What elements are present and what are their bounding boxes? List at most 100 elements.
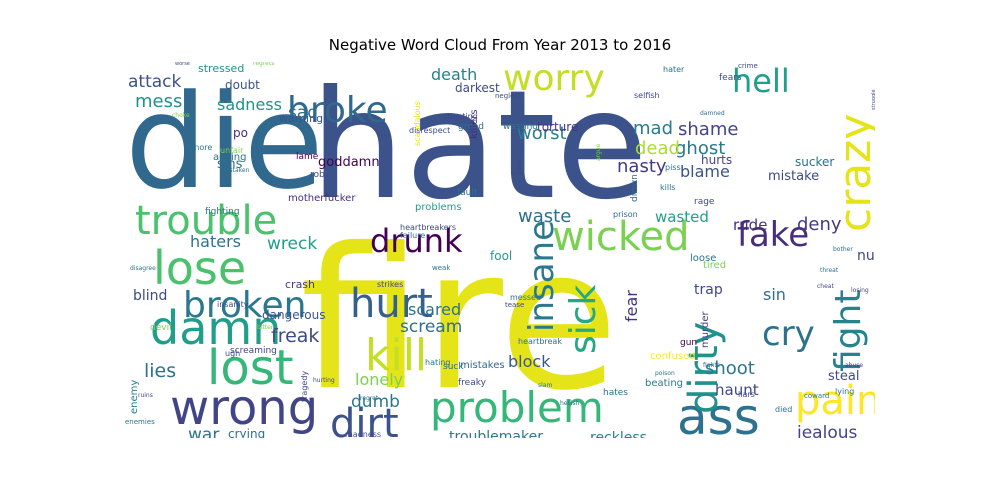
word-damn: damn: [150, 301, 281, 355]
word-hurts: hurts: [701, 153, 732, 167]
word-loose: loose: [690, 253, 716, 264]
word-fears: fears: [719, 73, 742, 83]
word-dead: dead: [635, 138, 680, 159]
word-insane: insane: [522, 220, 562, 332]
word-choke: choke: [172, 112, 190, 119]
word-screaming: screaming: [230, 346, 277, 356]
word-scared: scared: [408, 300, 461, 319]
word-disrespect: disrespect: [409, 126, 450, 135]
word-problems: problems: [415, 202, 462, 213]
word-hell: hell: [732, 62, 790, 100]
word-fault: fault: [457, 188, 478, 198]
word-dirt: dirt: [330, 401, 399, 438]
word-lame: lame: [296, 152, 319, 162]
word-madness: madness: [345, 430, 381, 438]
word-piss: piss: [665, 163, 681, 172]
word-regrets: regrets: [253, 62, 274, 67]
word-crime: crime: [738, 62, 758, 70]
word-wrong: wrong: [170, 380, 318, 436]
word-ruins: ruins: [138, 392, 153, 399]
word-jealous: jealous: [796, 423, 857, 438]
word-lose: lose: [153, 241, 246, 295]
word-wasting: wasting: [503, 122, 538, 132]
word-blame: blame: [680, 162, 730, 181]
word-drown: drown: [630, 174, 640, 202]
word-died: died: [775, 405, 792, 414]
word-goddamn: goddamn: [318, 155, 380, 170]
word-mistaken: mistaken: [222, 167, 250, 174]
word-ghost: ghost: [675, 138, 725, 159]
word-doubt: doubt: [225, 78, 260, 92]
word-block: block: [508, 352, 551, 371]
word-coward: coward: [804, 392, 829, 400]
word-fear: fear: [622, 290, 641, 322]
word-die: die: [125, 66, 324, 218]
word-confused: confused: [650, 351, 696, 362]
word-fights: fights: [703, 362, 720, 369]
word-greed: greed: [458, 122, 484, 132]
word-warning: warning: [279, 112, 323, 125]
word-drunk: drunk: [370, 222, 463, 260]
word-dumb: dumb: [351, 392, 400, 412]
word-dangerous: dangerous: [262, 308, 325, 322]
word-lying: lying: [835, 387, 854, 396]
word-ugh: ugh: [225, 349, 240, 358]
word-rob: rob: [310, 170, 325, 180]
word-kill: kill: [365, 330, 427, 381]
chart-title: Negative Word Cloud From Year 2013 to 20…: [328, 36, 672, 54]
word-lost: lost: [207, 340, 294, 396]
word-darkest: darkest: [455, 81, 500, 95]
word-tired: tired: [703, 260, 726, 271]
word-liars: liars: [738, 390, 755, 399]
word-death: death: [431, 65, 477, 84]
word-threat: threat: [820, 267, 839, 274]
word-rude: rude: [733, 216, 767, 234]
word-po: po: [233, 126, 248, 140]
word-hellish: hellish: [560, 400, 580, 407]
word-hates: hates: [603, 388, 628, 398]
word-kills: kills: [660, 183, 675, 192]
word-bitter: bitter: [257, 324, 274, 331]
word-crazy: crazy: [830, 114, 875, 232]
word-enemy: enemy: [129, 380, 140, 414]
word-cry: cry: [762, 314, 815, 354]
word-hater: hater: [663, 65, 685, 74]
word-freaky: freaky: [458, 378, 487, 388]
word-deny: deny: [797, 214, 842, 235]
word-crying: crying: [228, 427, 265, 438]
word-argue: argue: [595, 143, 602, 161]
word-broken: broken: [183, 285, 306, 326]
word-sick: sick: [563, 284, 604, 354]
word-trap: trap: [694, 282, 723, 298]
word-insanity: insanity: [217, 300, 249, 309]
word-wasted: wasted: [655, 208, 709, 226]
word-war: war: [188, 425, 219, 438]
word-heartbreakers: heartbreakers: [400, 223, 456, 232]
word-sadness: sadness: [217, 95, 282, 114]
word-panic: panic: [516, 159, 523, 175]
word-regret: regret: [360, 395, 379, 402]
word-freak: freak: [271, 325, 319, 347]
word-haters: haters: [190, 232, 241, 251]
word-hurting: hurting: [313, 377, 335, 384]
word-hate: hate: [310, 62, 648, 233]
word-mess: mess: [135, 91, 182, 112]
word-devil: devil: [150, 323, 172, 333]
word-heartbreak: heartbreak: [518, 337, 562, 346]
word-unfair: unfair: [220, 146, 244, 155]
word-torture: torture: [537, 120, 578, 134]
word-mad: mad: [633, 118, 673, 139]
word-fighting: fighting: [205, 207, 240, 217]
word-killers: killers: [469, 109, 480, 139]
word-failure: failure: [400, 231, 425, 240]
word-worse: worse: [175, 62, 190, 67]
word-losing: losing: [851, 287, 869, 294]
word-numb: numb: [857, 248, 875, 264]
word-strikes: strikes: [377, 280, 403, 289]
word-rage: rage: [694, 197, 715, 207]
word-fight: fight: [828, 290, 869, 372]
word-aching: aching: [213, 152, 246, 163]
word-broke: broke: [287, 90, 388, 131]
word-suck: suck: [443, 362, 464, 372]
